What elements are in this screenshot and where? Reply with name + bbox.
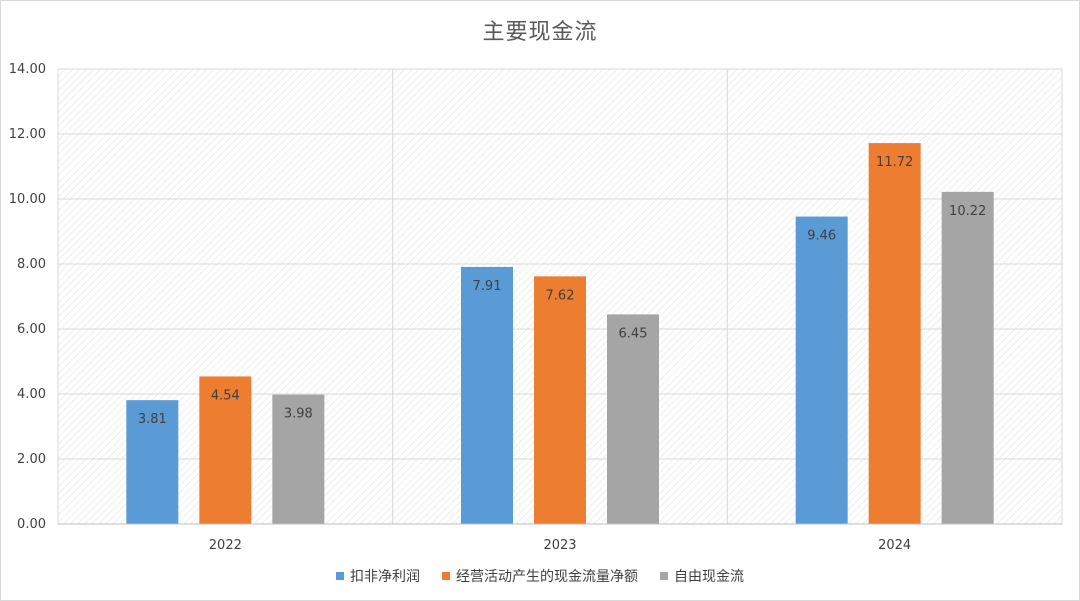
data-label: 3.81 (138, 412, 167, 427)
x-tick-label: 2023 (543, 538, 576, 553)
bar (461, 266, 513, 524)
legend-label: 经营活动产生的现金流量净额 (456, 569, 638, 585)
chart-title: 主要现金流 (482, 20, 598, 45)
data-label: 9.46 (807, 229, 836, 244)
y-tick-label: 12.00 (9, 127, 46, 142)
data-label: 3.98 (284, 407, 313, 422)
legend-item: 自由现金流 (660, 566, 744, 586)
y-tick-label: 0.00 (17, 517, 46, 532)
legend-label: 自由现金流 (674, 569, 744, 585)
data-label: 11.72 (876, 155, 913, 170)
bar (534, 276, 586, 524)
bar (126, 400, 179, 524)
y-tick-label: 10.00 (9, 192, 46, 207)
data-label: 4.54 (211, 388, 240, 403)
x-tick-label: 2024 (878, 538, 911, 553)
data-label: 10.22 (949, 204, 986, 219)
y-tick-label: 2.00 (17, 452, 46, 467)
bar (941, 191, 994, 524)
bar (272, 394, 325, 524)
x-tick-label: 2022 (209, 538, 242, 553)
legend-item: 经营活动产生的现金流量净额 (442, 566, 638, 586)
legend-swatch (336, 572, 344, 580)
bar (795, 216, 848, 525)
data-label: 6.45 (619, 326, 648, 341)
data-label: 7.62 (546, 288, 575, 303)
legend-swatch (660, 572, 668, 580)
legend-item: 扣非净利润 (336, 566, 420, 586)
y-tick-label: 6.00 (17, 322, 46, 337)
bar (868, 143, 921, 524)
y-tick-label: 8.00 (17, 257, 46, 272)
y-tick-label: 14.00 (9, 62, 46, 77)
legend: 扣非净利润 经营活动产生的现金流量净额 自由现金流 (0, 566, 1080, 586)
legend-swatch (442, 572, 450, 580)
legend-label: 扣非净利润 (350, 569, 420, 585)
bar (199, 376, 252, 524)
y-tick-label: 4.00 (17, 387, 46, 402)
bar (607, 314, 659, 524)
data-label: 7.91 (473, 279, 502, 294)
